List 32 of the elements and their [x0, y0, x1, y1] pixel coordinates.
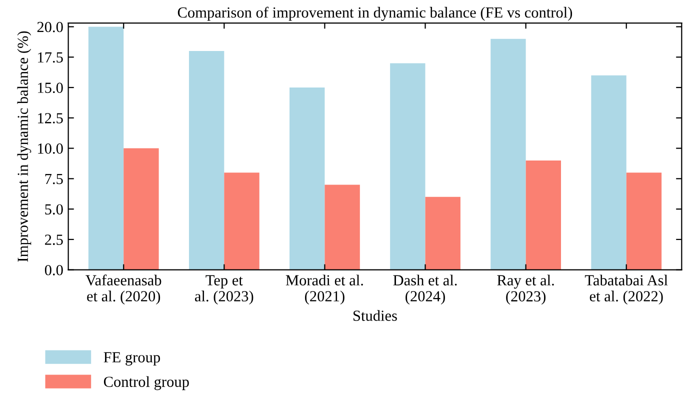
bar [626, 172, 662, 270]
y-tick-label: 20.0 [37, 22, 63, 32]
y-tick-label: 0.0 [44, 264, 63, 276]
bar [88, 26, 124, 270]
y-tick-label: 5.0 [45, 204, 63, 215]
y-tick-label: 7.5 [45, 174, 63, 184]
bar [591, 75, 626, 270]
y-tick-label: 10.0 [38, 143, 63, 154]
y-tick-label: 12.5 [38, 113, 63, 124]
x-tick-label: Vafaeenasab et al. (2020) [86, 274, 162, 305]
x-tick-label: Dash et al. (2024) [393, 274, 457, 305]
x-tick-label: Tabatabai Asl et al. (2022) [584, 274, 668, 305]
x-tick-label: Moradi et al. (2021) [286, 274, 363, 305]
x-axis-title: Studies [354, 310, 397, 321]
bar [290, 88, 325, 270]
x-tick-label: Tep et al. (2023) [195, 275, 254, 305]
bar [324, 184, 360, 270]
x-tick-label: Ray et al. (2023) [497, 274, 554, 305]
legend-label: Control group [104, 376, 189, 390]
bar [526, 160, 562, 270]
bar [490, 38, 526, 270]
bar [390, 63, 426, 270]
y-tick-label: 2.5 [45, 234, 63, 245]
bar [425, 196, 460, 270]
bar [224, 172, 260, 270]
y-tick-label: 17.5 [38, 52, 63, 63]
legend-label: FE group [104, 352, 160, 366]
bar [124, 148, 159, 270]
bar [188, 51, 224, 270]
y-tick-label: 15.0 [38, 82, 63, 94]
y-axis-title: Improvement in dynamic balance (%) [17, 31, 32, 262]
chart-title: Comparison of improvement in dynamic balance (FE vs control) [178, 6, 572, 21]
